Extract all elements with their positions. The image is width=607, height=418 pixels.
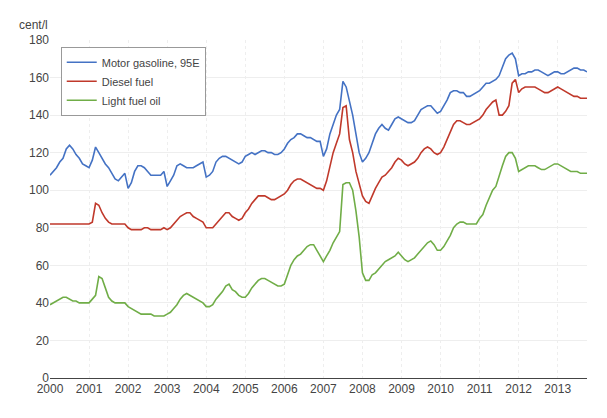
svg-text:2010: 2010 [427,382,454,396]
svg-text:2006: 2006 [271,382,298,396]
svg-text:cent/l: cent/l [19,18,48,32]
svg-text:100: 100 [29,183,49,197]
svg-text:20: 20 [36,334,50,348]
svg-text:2002: 2002 [115,382,142,396]
svg-text:2007: 2007 [310,382,337,396]
svg-text:2005: 2005 [232,382,259,396]
svg-text:140: 140 [29,108,49,122]
svg-text:2004: 2004 [193,382,220,396]
svg-text:2011: 2011 [467,382,493,396]
svg-text:80: 80 [36,221,50,235]
svg-text:180: 180 [29,33,49,47]
svg-text:120: 120 [29,146,49,160]
svg-text:2000: 2000 [37,382,64,396]
svg-text:0: 0 [42,371,49,385]
svg-text:2008: 2008 [349,382,376,396]
svg-text:2003: 2003 [154,382,181,396]
svg-text:2001: 2001 [76,382,103,396]
svg-text:Motor gasoline, 95E: Motor gasoline, 95E [102,57,200,69]
svg-text:60: 60 [36,259,50,273]
svg-text:Light fuel oil: Light fuel oil [102,95,161,107]
svg-text:160: 160 [29,71,49,85]
svg-text:40: 40 [36,296,50,310]
svg-text:2009: 2009 [388,382,415,396]
svg-text:2012: 2012 [505,382,532,396]
svg-text:Diesel fuel: Diesel fuel [102,76,153,88]
svg-text:2013: 2013 [544,382,571,396]
